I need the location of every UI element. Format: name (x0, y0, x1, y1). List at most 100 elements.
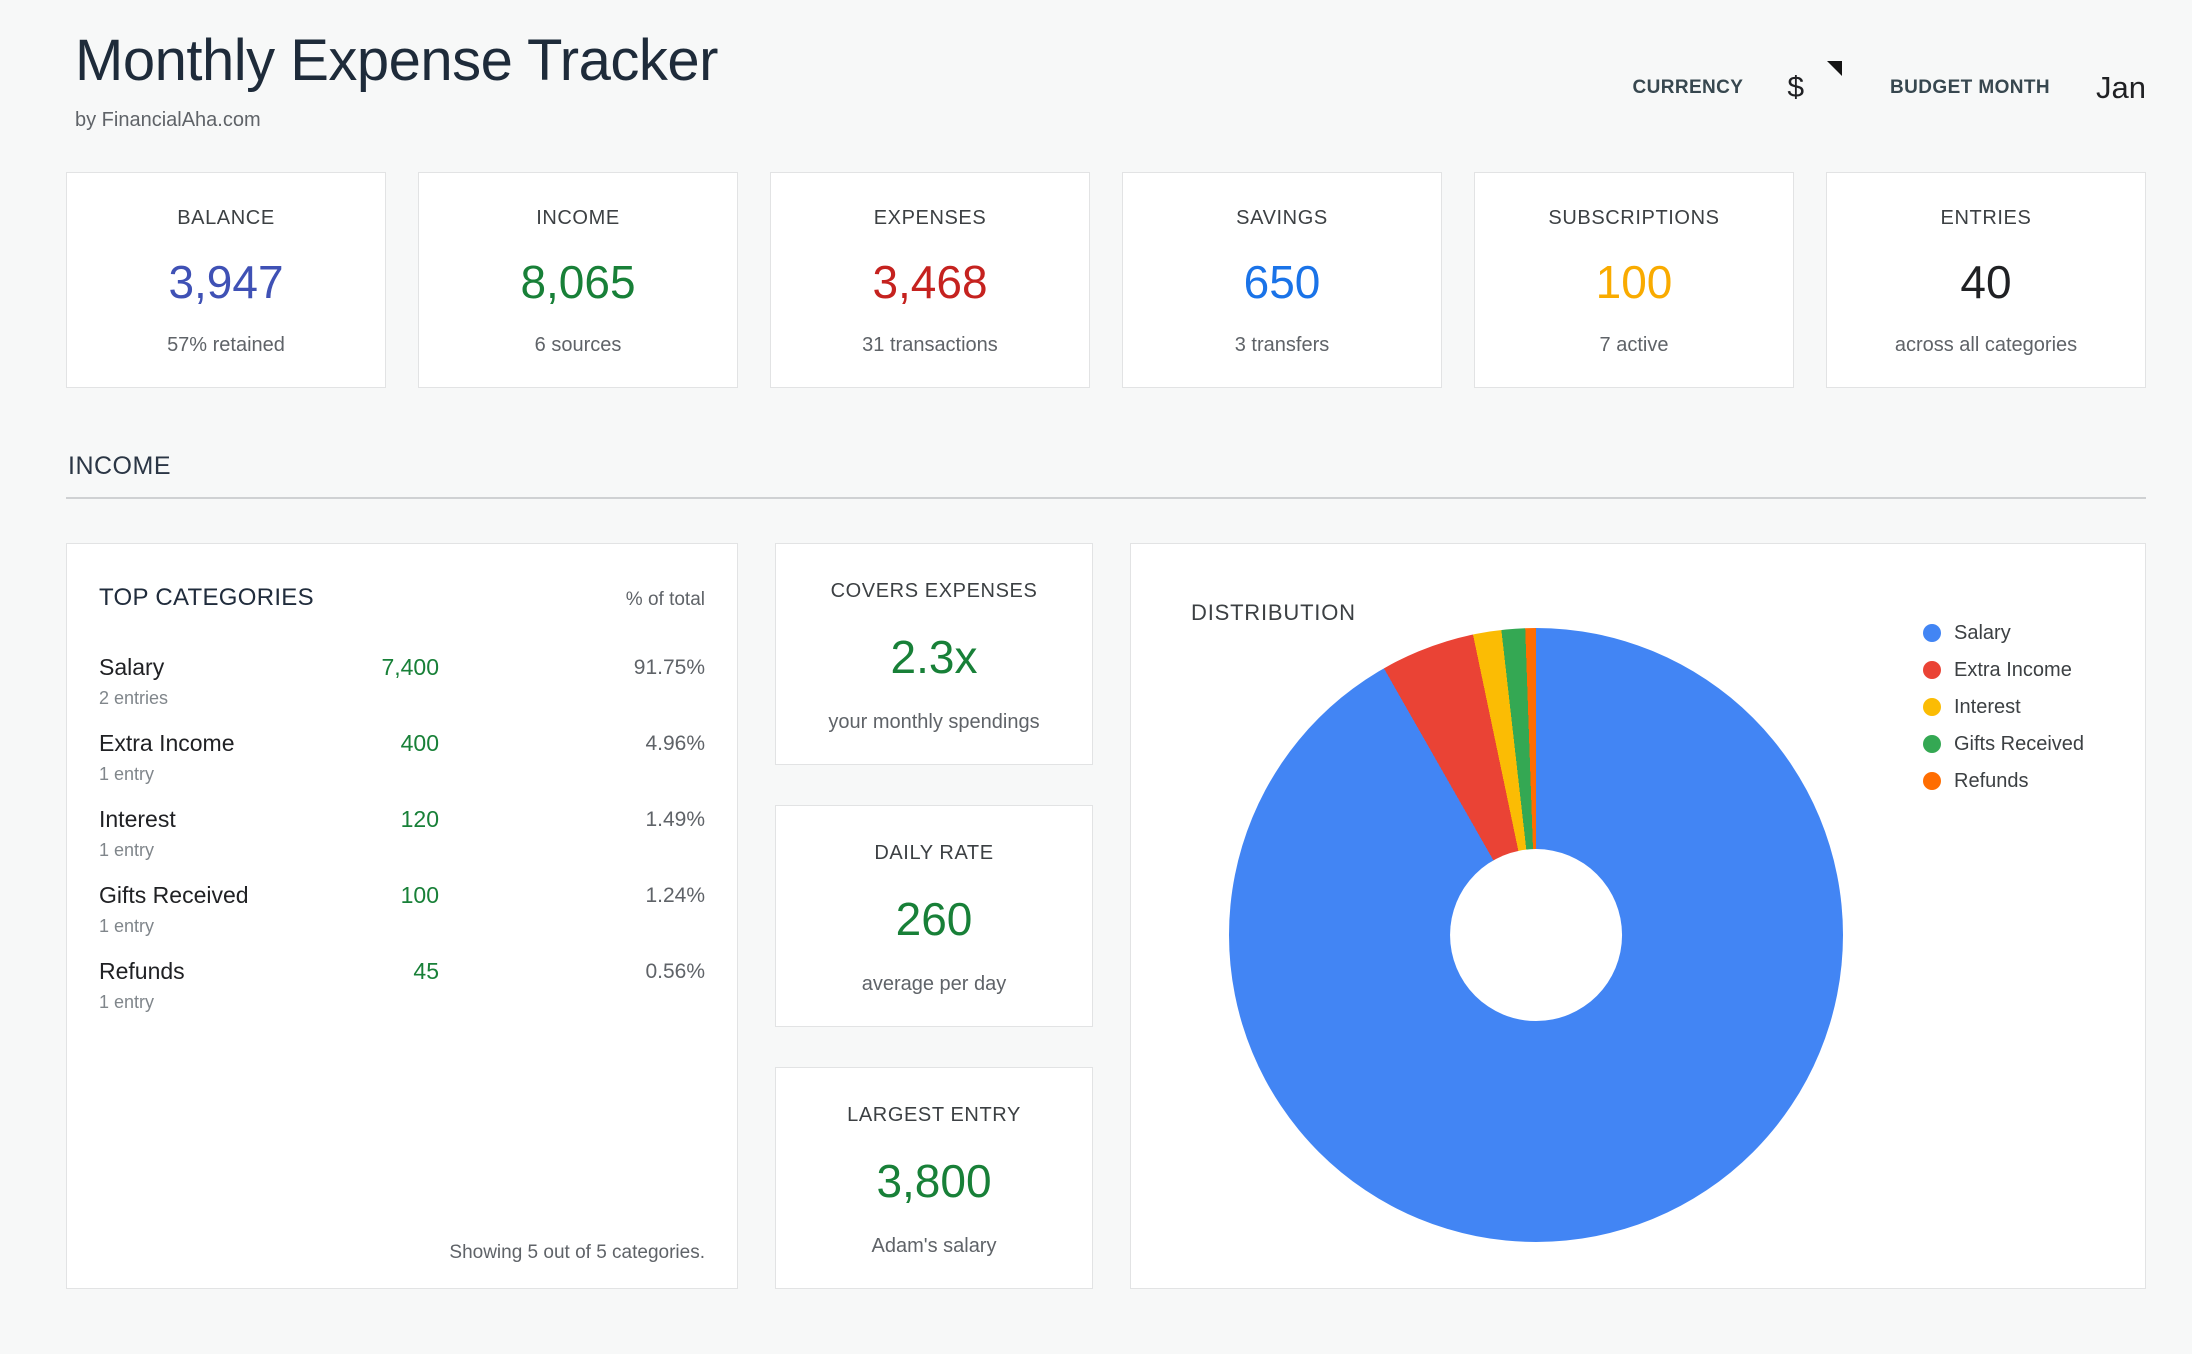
category-value: 120 (400, 805, 439, 832)
summary-card-income: INCOME 8,065 6 sources (418, 171, 738, 388)
summary-cards: BALANCE 3,947 57% retained INCOME 8,065 … (66, 171, 2146, 388)
category-name: Salary (99, 653, 165, 680)
header-controls: CURRENCY $ BUDGET MONTH Jan (1632, 61, 2146, 106)
legend-item: Gifts Received (1923, 733, 2084, 756)
category-row: Refunds 1 entry 45 0.56% (99, 958, 705, 1013)
donut-hole (1450, 848, 1622, 1021)
daily-rate-card: DAILY RATE 260 average per day (775, 804, 1093, 1027)
stat-value: 2.3x (890, 630, 978, 683)
stat-sub: Adam's salary (871, 1234, 997, 1257)
summary-card-expenses: EXPENSES 3,468 31 transactions (770, 171, 1090, 388)
summary-card-balance: BALANCE 3,947 57% retained (66, 171, 386, 388)
top-categories-title: TOP CATEGORIES (99, 583, 314, 611)
card-label: SAVINGS (1236, 206, 1328, 229)
legend-dot (1923, 698, 1941, 717)
budget-month-label: BUDGET MONTH (1890, 77, 2051, 98)
summary-card-entries: ENTRIES 40 across all categories (1826, 171, 2146, 388)
page-subtitle: by FinancialAha.com (75, 108, 261, 131)
stat-sub: your monthly spendings (828, 710, 1040, 733)
stat-value: 3,800 (876, 1154, 992, 1207)
card-label: BALANCE (177, 206, 275, 229)
category-name: Extra Income (99, 729, 235, 756)
card-label: SUBSCRIPTIONS (1548, 206, 1720, 229)
income-stats-column: COVERS EXPENSES 2.3x your monthly spendi… (775, 542, 1093, 1289)
category-percent: 1.24% (645, 883, 705, 907)
donut-chart (1229, 627, 1843, 1242)
income-divider (66, 496, 2146, 499)
currency-selector[interactable]: $ (1787, 61, 1843, 105)
top-categories-footer: Showing 5 out of 5 categories. (449, 1241, 705, 1263)
category-row: Extra Income 1 entry 400 4.96% (99, 730, 705, 785)
currency-value: $ (1787, 71, 1805, 104)
legend-dot (1923, 624, 1941, 643)
legend-label: Interest (1954, 695, 2021, 718)
income-section-title: INCOME (68, 451, 171, 480)
category-percent: 4.96% (645, 731, 705, 755)
card-sub: across all categories (1894, 333, 2078, 356)
stat-value: 260 (895, 892, 973, 945)
category-name: Refunds (99, 957, 185, 984)
legend-dot (1923, 735, 1941, 754)
stat-label: COVERS EXPENSES (830, 579, 1038, 602)
legend-item: Extra Income (1923, 659, 2084, 682)
stat-label: LARGEST ENTRY (847, 1103, 1021, 1126)
category-value: 7,400 (381, 653, 439, 680)
legend-item: Salary (1923, 622, 2084, 645)
legend-label: Gifts Received (1954, 732, 2085, 755)
category-name: Interest (99, 805, 176, 832)
legend-item: Interest (1923, 696, 2084, 719)
distribution-title: DISTRIBUTION (1191, 599, 1356, 625)
legend-label: Extra Income (1954, 658, 2072, 681)
category-percent: 0.56% (645, 959, 705, 983)
card-value: 40 (1960, 255, 2012, 308)
budget-month-selector[interactable]: Jan (2096, 70, 2146, 105)
category-row: Interest 1 entry 120 1.49% (99, 806, 705, 861)
category-percent: 91.75% (633, 655, 705, 679)
currency-label: CURRENCY (1632, 77, 1744, 98)
chart-legend: Salary Extra Income Interest Gifts Recei… (1923, 622, 2084, 807)
card-value: 3,468 (872, 255, 988, 308)
card-label: ENTRIES (1940, 206, 2032, 229)
card-value: 8,065 (520, 255, 636, 308)
page-title: Monthly Expense Tracker (75, 28, 718, 93)
legend-dot (1923, 661, 1941, 680)
category-entries: 1 entry (99, 915, 155, 936)
legend-dot (1923, 772, 1941, 791)
card-sub: 6 sources (534, 333, 622, 356)
category-value: 100 (400, 881, 439, 908)
category-row: Salary 2 entries 7,400 91.75% (99, 654, 705, 709)
dropdown-marker-icon (1827, 61, 1843, 76)
category-percent: 1.49% (645, 807, 705, 831)
legend-item: Refunds (1923, 770, 2084, 793)
top-categories-card: TOP CATEGORIES % of total Salary 2 entri… (66, 542, 738, 1289)
card-sub: 57% retained (167, 333, 285, 356)
legend-label: Salary (1954, 621, 2011, 644)
card-value: 650 (1243, 255, 1321, 308)
distribution-card: DISTRIBUTION Salary Extra Income (1130, 542, 2146, 1289)
card-sub: 31 transactions (862, 333, 998, 356)
category-value: 45 (413, 957, 439, 984)
category-entries: 2 entries (99, 687, 169, 708)
card-sub: 3 transfers (1234, 333, 1330, 356)
category-value: 400 (400, 729, 439, 756)
summary-card-savings: SAVINGS 650 3 transfers (1122, 171, 1442, 388)
stat-label: DAILY RATE (874, 841, 994, 864)
card-label: EXPENSES (873, 206, 987, 229)
header: Monthly Expense Tracker by FinancialAha.… (66, 0, 2146, 132)
category-entries: 1 entry (99, 839, 155, 860)
category-name: Gifts Received (99, 881, 249, 908)
card-sub: 7 active (1599, 333, 1669, 356)
percent-of-total-header: % of total (625, 588, 705, 610)
summary-card-subscriptions: SUBSCRIPTIONS 100 7 active (1474, 171, 1794, 388)
legend-label: Refunds (1954, 769, 2029, 792)
card-value: 3,947 (168, 255, 284, 308)
category-entries: 1 entry (99, 991, 155, 1012)
stat-sub: average per day (861, 972, 1007, 995)
category-row: Gifts Received 1 entry 100 1.24% (99, 882, 705, 937)
card-label: INCOME (536, 206, 620, 229)
covers-expenses-card: COVERS EXPENSES 2.3x your monthly spendi… (775, 542, 1093, 765)
largest-entry-card: LARGEST ENTRY 3,800 Adam's salary (775, 1066, 1093, 1289)
card-value: 100 (1595, 255, 1673, 308)
category-entries: 1 entry (99, 763, 155, 784)
